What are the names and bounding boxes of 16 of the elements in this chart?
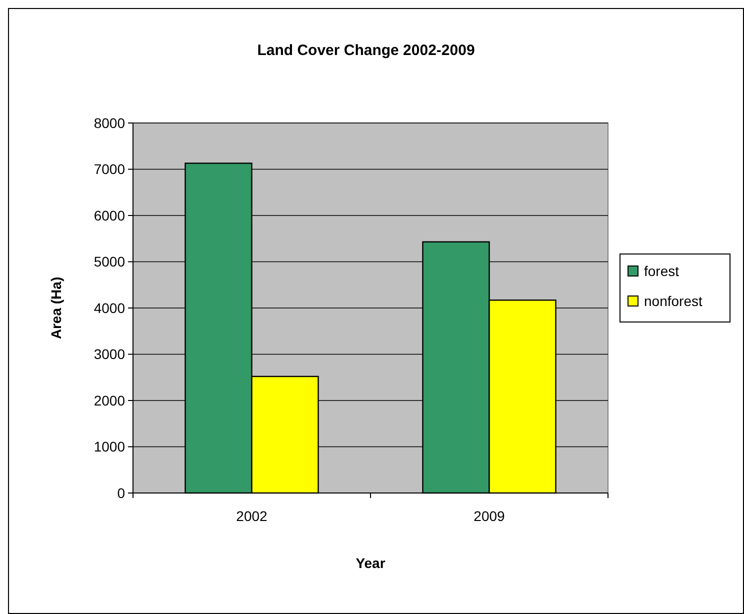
x-axis-title: Year	[356, 555, 386, 571]
y-tick-label: 8000	[94, 114, 126, 131]
legend-label: nonforest	[644, 292, 702, 309]
y-tick-label: 5000	[94, 254, 126, 270]
y-tick-label: 0	[117, 484, 126, 501]
x-tick-label: 2002	[236, 508, 268, 524]
legend-label: forest	[644, 262, 680, 279]
y-tick-label: 3000	[94, 346, 126, 362]
y-tick-label: 1000	[94, 438, 126, 455]
chart-title: Land Cover Change 2002-2009	[257, 42, 475, 59]
y-tick-label: 6000	[94, 207, 126, 224]
y-tick-label: 2000	[94, 392, 126, 408]
x-tick-label: 2009	[474, 508, 506, 524]
y-axis-title: Area (Ha)	[48, 276, 64, 340]
y-tick-label: 7000	[94, 161, 126, 178]
y-tick-label: 4000	[94, 300, 126, 316]
